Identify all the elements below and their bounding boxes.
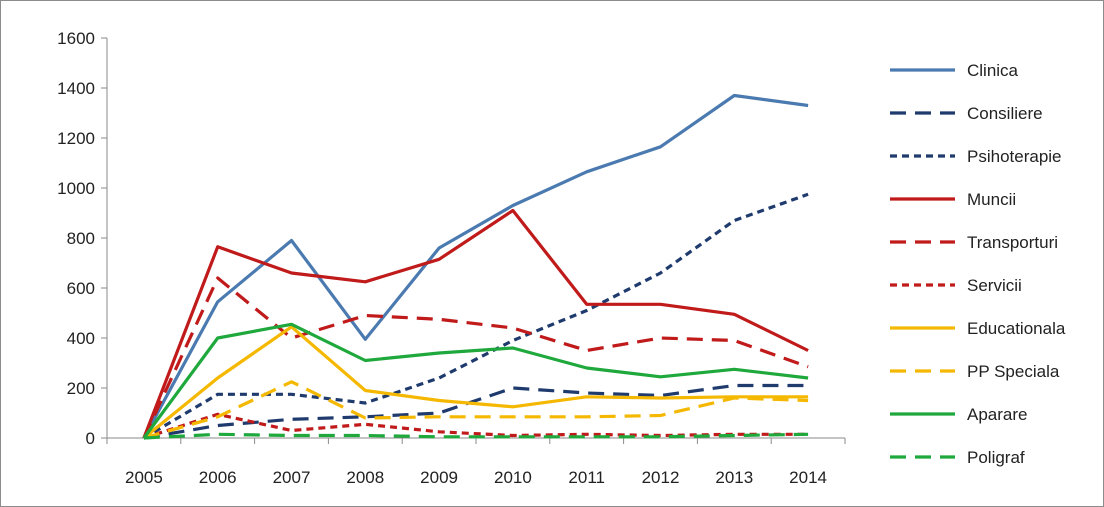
series-line-transporturi bbox=[142, 276, 809, 439]
legend-label: Consiliere bbox=[967, 104, 1043, 123]
x-tick-label: 2014 bbox=[789, 468, 827, 487]
y-tick-label: 1000 bbox=[57, 179, 95, 198]
y-tick-label: 0 bbox=[86, 429, 95, 448]
series-line-consiliere bbox=[143, 383, 809, 440]
x-tick-label: 2013 bbox=[715, 468, 753, 487]
series-line-educationala bbox=[142, 325, 809, 440]
series-line-servicii bbox=[143, 412, 809, 440]
x-tick-label: 2010 bbox=[494, 468, 532, 487]
x-tick-label: 2012 bbox=[642, 468, 680, 487]
legend-label: Transporturi bbox=[967, 233, 1058, 252]
legend-label: Clinica bbox=[967, 61, 1019, 80]
y-tick-label: 1600 bbox=[57, 29, 95, 48]
series-line-clinica bbox=[142, 93, 809, 439]
legend-label: Servicii bbox=[967, 276, 1022, 295]
legend-label: Muncii bbox=[967, 190, 1016, 209]
x-tick-label: 2011 bbox=[568, 468, 605, 487]
series-line-psihoterapie bbox=[143, 192, 809, 440]
x-tick-label: 2005 bbox=[125, 468, 163, 487]
series-line-pp-speciala bbox=[143, 380, 809, 440]
legend-label: Aparare bbox=[967, 405, 1027, 424]
y-tick-label: 1200 bbox=[57, 129, 95, 148]
legend-label: Poligraf bbox=[967, 448, 1025, 467]
y-tick-label: 1400 bbox=[57, 79, 95, 98]
x-tick-label: 2009 bbox=[420, 468, 458, 487]
y-tick-label: 200 bbox=[67, 379, 95, 398]
series-line-aparare bbox=[142, 322, 809, 439]
legend-label: Educationala bbox=[967, 319, 1066, 338]
x-tick-label: 2007 bbox=[273, 468, 311, 487]
y-tick-label: 800 bbox=[67, 229, 95, 248]
series-line-muncii bbox=[142, 208, 809, 439]
y-tick-label: 400 bbox=[67, 329, 95, 348]
legend-label: PP Speciala bbox=[967, 362, 1060, 381]
y-tick-label: 600 bbox=[67, 279, 95, 298]
x-tick-label: 2006 bbox=[199, 468, 237, 487]
series-line-poligraf bbox=[143, 432, 809, 440]
legend-label: Psihoterapie bbox=[967, 147, 1062, 166]
x-tick-label: 2008 bbox=[346, 468, 384, 487]
